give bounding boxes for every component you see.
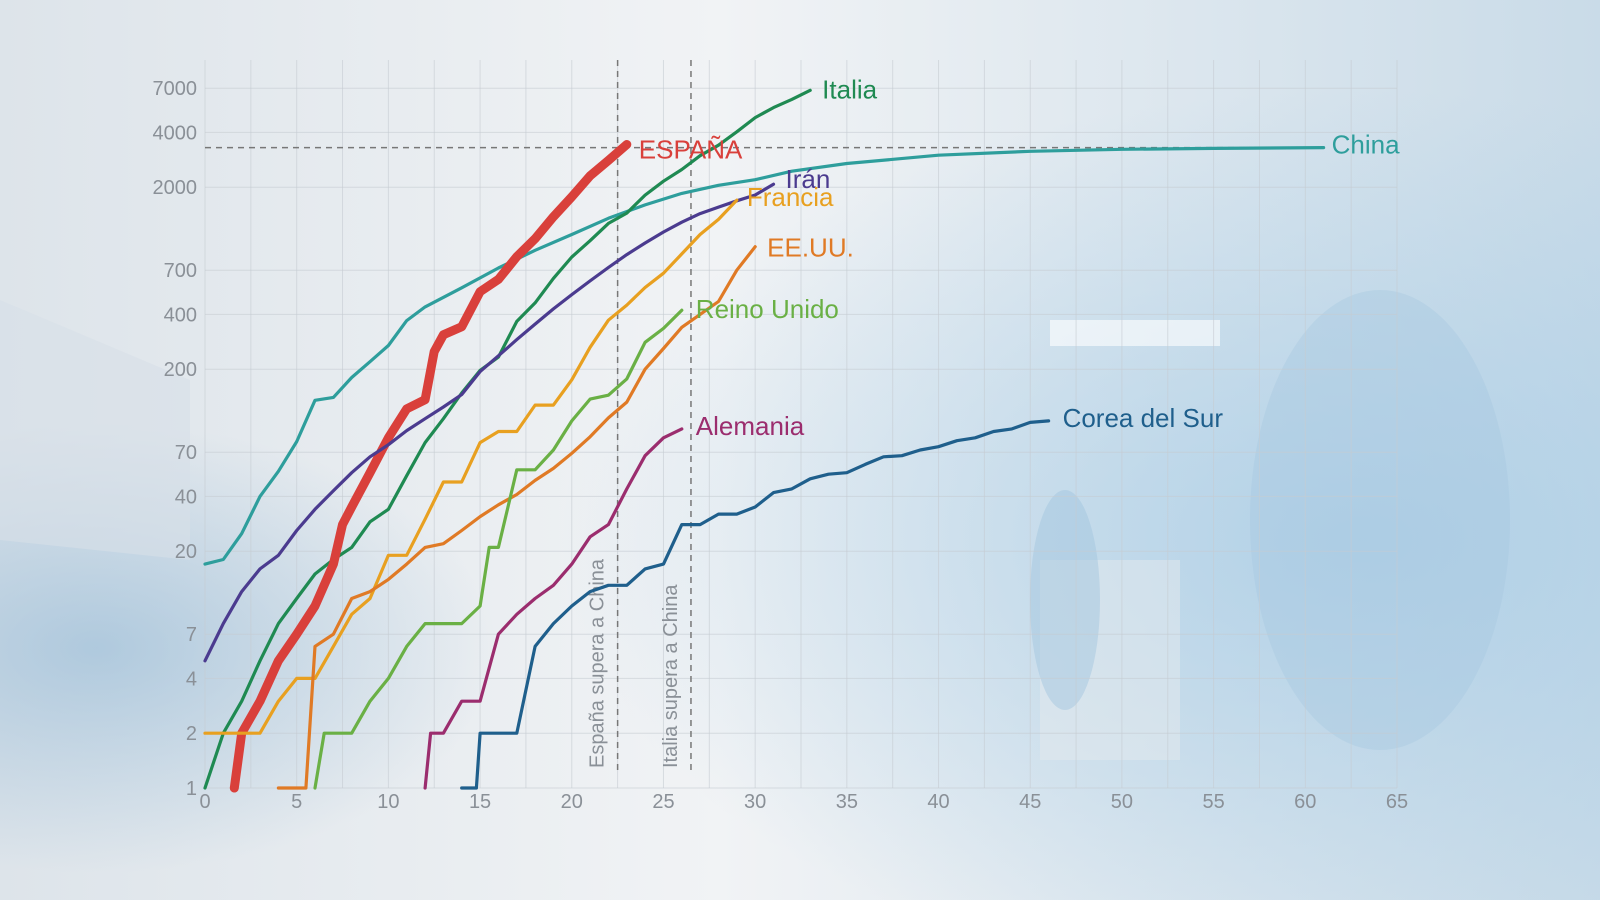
x-tick-label: 65	[1386, 791, 1408, 813]
x-tick-label: 25	[652, 791, 674, 813]
y-tick-label: 1	[186, 778, 197, 800]
reference-line-label: Italia supera a China	[660, 584, 682, 768]
x-tick-label: 0	[199, 791, 210, 813]
series-line	[203, 182, 776, 663]
series-label: Irán	[785, 164, 830, 194]
series-label: Italia	[822, 74, 877, 104]
y-tick-label: 200	[164, 359, 197, 381]
series-line	[203, 198, 739, 735]
x-tick-label: 45	[1019, 791, 1041, 813]
series-label: Alemania	[696, 411, 805, 441]
y-tick-label: 7000	[153, 78, 198, 100]
reference-lines: España supera a China Italia supera a Chi…	[205, 60, 1324, 770]
y-tick-label: 700	[164, 260, 197, 282]
series-line	[313, 308, 684, 790]
y-tick-label: 400	[164, 304, 197, 326]
y-tick-label: 20	[175, 541, 197, 563]
y-tick-label: 40	[175, 486, 197, 508]
x-tick-label: 55	[1202, 791, 1224, 813]
x-tick-label: 5	[291, 791, 302, 813]
x-tick-label: 30	[744, 791, 766, 813]
series-line	[203, 88, 812, 790]
y-tick-label: 4	[186, 668, 197, 690]
y-tick-label: 7	[186, 624, 197, 646]
tick-labels: 0 5 10 15 20 25 30 35 40 45 50 55 60 65 1 2 4 7 20 40 70 200 4…	[153, 78, 1409, 813]
x-tick-label: 10	[377, 791, 399, 813]
series-label: Corea del Sur	[1063, 403, 1224, 433]
series-label: China	[1332, 130, 1400, 160]
x-tick-label: 40	[927, 791, 949, 813]
series-line	[203, 146, 1326, 566]
x-tick-label: 15	[469, 791, 491, 813]
series-label: Francia	[747, 182, 834, 212]
series-line	[460, 419, 1051, 790]
series-label: EE.UU.	[767, 233, 854, 263]
x-tick-label: 60	[1294, 791, 1316, 813]
y-tick-label: 4000	[153, 122, 198, 144]
series-line	[423, 427, 684, 790]
y-tick-label: 2000	[153, 177, 198, 199]
y-tick-label: 70	[175, 442, 197, 464]
series-line	[276, 245, 757, 790]
reference-line-label: España supera a China	[587, 558, 609, 768]
series-group	[203, 88, 1326, 793]
x-tick-label: 20	[561, 791, 583, 813]
series-line	[229, 140, 632, 793]
x-tick-label: 50	[1111, 791, 1133, 813]
x-tick-label: 35	[836, 791, 858, 813]
series-label: ESPAÑA	[639, 134, 743, 164]
series-label: Reino Unido	[696, 294, 839, 324]
y-tick-label: 2	[186, 723, 197, 745]
